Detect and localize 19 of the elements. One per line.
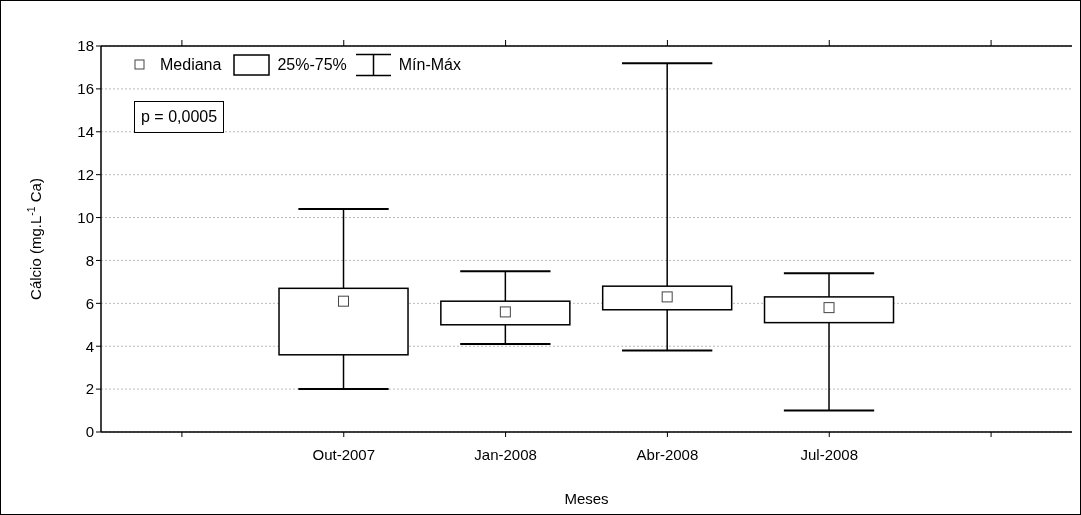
annotation: 25%-75%: [277, 56, 347, 74]
y-tick-label: 16: [77, 80, 94, 98]
y-tick-label: 12: [77, 165, 94, 183]
x-tick-label: Jan-2008: [474, 445, 537, 463]
annotation: Mín-Máx: [398, 56, 461, 74]
annotation: p = 0,0005: [134, 101, 225, 133]
y-tick-label: 2: [85, 380, 94, 398]
x-axis-title: Meses: [564, 490, 609, 507]
y-tick-label: 0: [85, 423, 94, 441]
y-tick-label: 10: [77, 208, 94, 226]
y-tick-label: 18: [77, 37, 94, 55]
y-tick-label: 14: [77, 123, 94, 141]
y-tick-label: 4: [85, 337, 94, 355]
x-tick-label: Jul-2008: [800, 445, 859, 463]
y-tick-label: 6: [85, 294, 94, 312]
x-tick-label: Out-2007: [312, 445, 376, 463]
annotation: Mediana: [160, 56, 222, 74]
y-tick-label: 8: [85, 251, 94, 269]
x-tick-label: Abr-2008: [636, 445, 699, 463]
